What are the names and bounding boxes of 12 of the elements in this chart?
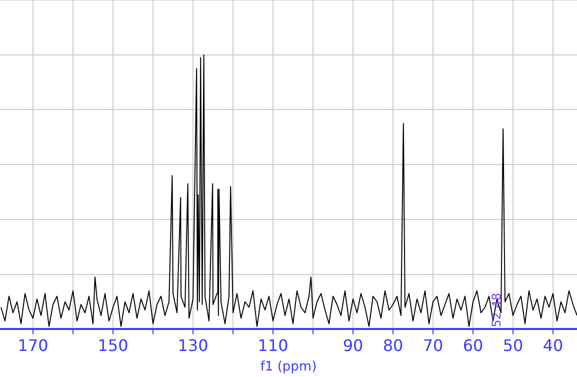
x-tick-label: 50 [502, 336, 524, 355]
x-tick-label: 130 [178, 336, 208, 355]
x-tick-label: 40 [542, 336, 564, 355]
x-tick-label: 90 [342, 336, 364, 355]
x-axis-title: f1 (ppm) [260, 360, 317, 375]
x-tick-label: 110 [258, 336, 288, 355]
x-tick-label: 150 [98, 336, 128, 355]
x-tick-label: 60 [462, 336, 484, 355]
x-tick-label: 80 [382, 336, 404, 355]
x-tick-label: 70 [422, 336, 444, 355]
annotation: 52.48 [490, 292, 504, 328]
x-tick-label: 170 [18, 336, 48, 355]
